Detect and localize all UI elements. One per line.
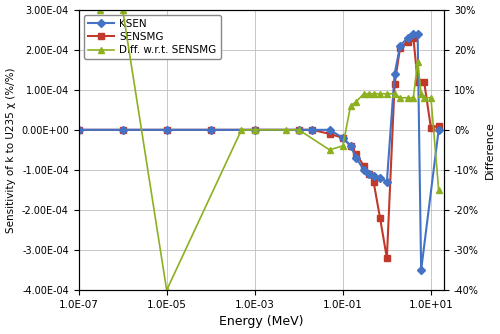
- SENSMG: [164, 128, 170, 132]
- KSEN: [348, 144, 354, 148]
- KSEN: [392, 72, 398, 76]
- SENSMG: [436, 124, 442, 128]
- SENSMG: [414, 80, 420, 84]
- Diff. w.r.t. SENSMG: [377, 92, 383, 96]
- SENSMG: [76, 128, 82, 132]
- KSEN: [353, 156, 359, 160]
- Diff. w.r.t. SENSMG: [164, 288, 170, 292]
- Diff. w.r.t. SENSMG: [366, 92, 372, 96]
- Diff. w.r.t. SENSMG: [120, 8, 126, 12]
- KSEN: [414, 32, 420, 36]
- Legend: KSEN, SENSMG, Diff. w.r.t. SENSMG: KSEN, SENSMG, Diff. w.r.t. SENSMG: [84, 15, 220, 59]
- Diff. w.r.t. SENSMG: [340, 144, 346, 148]
- SENSMG: [370, 180, 376, 184]
- KSEN: [340, 136, 346, 140]
- Diff. w.r.t. SENSMG: [397, 96, 403, 100]
- KSEN: [370, 174, 376, 178]
- SENSMG: [377, 216, 383, 220]
- Line: Diff. w.r.t. SENSMG: Diff. w.r.t. SENSMG: [97, 7, 442, 293]
- SENSMG: [392, 82, 398, 86]
- SENSMG: [421, 80, 427, 84]
- Diff. w.r.t. SENSMG: [252, 128, 258, 132]
- SENSMG: [410, 36, 416, 40]
- KSEN: [309, 128, 315, 132]
- Diff. w.r.t. SENSMG: [421, 96, 427, 100]
- SENSMG: [405, 40, 411, 44]
- KSEN: [76, 128, 82, 132]
- Line: SENSMG: SENSMG: [76, 35, 442, 261]
- Diff. w.r.t. SENSMG: [418, 92, 424, 96]
- Diff. w.r.t. SENSMG: [428, 96, 434, 100]
- KSEN: [377, 176, 383, 180]
- KSEN: [252, 128, 258, 132]
- KSEN: [418, 268, 424, 272]
- Diff. w.r.t. SENSMG: [282, 128, 288, 132]
- KSEN: [397, 44, 403, 48]
- SENSMG: [120, 128, 126, 132]
- KSEN: [384, 180, 390, 184]
- SENSMG: [348, 144, 354, 148]
- Diff. w.r.t. SENSMG: [436, 188, 442, 192]
- SENSMG: [384, 256, 390, 260]
- KSEN: [436, 128, 442, 132]
- Diff. w.r.t. SENSMG: [361, 92, 367, 96]
- SENSMG: [366, 172, 372, 176]
- SENSMG: [397, 46, 403, 50]
- X-axis label: Energy (MeV): Energy (MeV): [219, 315, 304, 328]
- SENSMG: [361, 164, 367, 168]
- Line: KSEN: KSEN: [76, 32, 442, 273]
- KSEN: [164, 128, 170, 132]
- Diff. w.r.t. SENSMG: [348, 104, 354, 108]
- KSEN: [361, 168, 367, 172]
- Diff. w.r.t. SENSMG: [353, 100, 359, 104]
- Y-axis label: Difference: Difference: [484, 121, 494, 179]
- Diff. w.r.t. SENSMG: [326, 148, 332, 152]
- Diff. w.r.t. SENSMG: [384, 92, 390, 96]
- Diff. w.r.t. SENSMG: [370, 92, 376, 96]
- KSEN: [326, 128, 332, 132]
- SENSMG: [353, 152, 359, 156]
- KSEN: [208, 128, 214, 132]
- SENSMG: [252, 128, 258, 132]
- KSEN: [405, 36, 411, 40]
- SENSMG: [296, 128, 302, 132]
- Diff. w.r.t. SENSMG: [96, 8, 102, 12]
- SENSMG: [309, 128, 315, 132]
- SENSMG: [208, 128, 214, 132]
- SENSMG: [340, 136, 346, 140]
- Diff. w.r.t. SENSMG: [414, 60, 420, 64]
- KSEN: [366, 172, 372, 176]
- Diff. w.r.t. SENSMG: [410, 96, 416, 100]
- Diff. w.r.t. SENSMG: [392, 92, 398, 96]
- Y-axis label: Sensitivity of k to U235 χ (%/%): Sensitivity of k to U235 χ (%/%): [6, 67, 16, 232]
- KSEN: [296, 128, 302, 132]
- Diff. w.r.t. SENSMG: [296, 128, 302, 132]
- Diff. w.r.t. SENSMG: [238, 128, 244, 132]
- SENSMG: [428, 126, 434, 130]
- Diff. w.r.t. SENSMG: [405, 96, 411, 100]
- SENSMG: [326, 132, 332, 136]
- KSEN: [410, 32, 416, 36]
- KSEN: [120, 128, 126, 132]
